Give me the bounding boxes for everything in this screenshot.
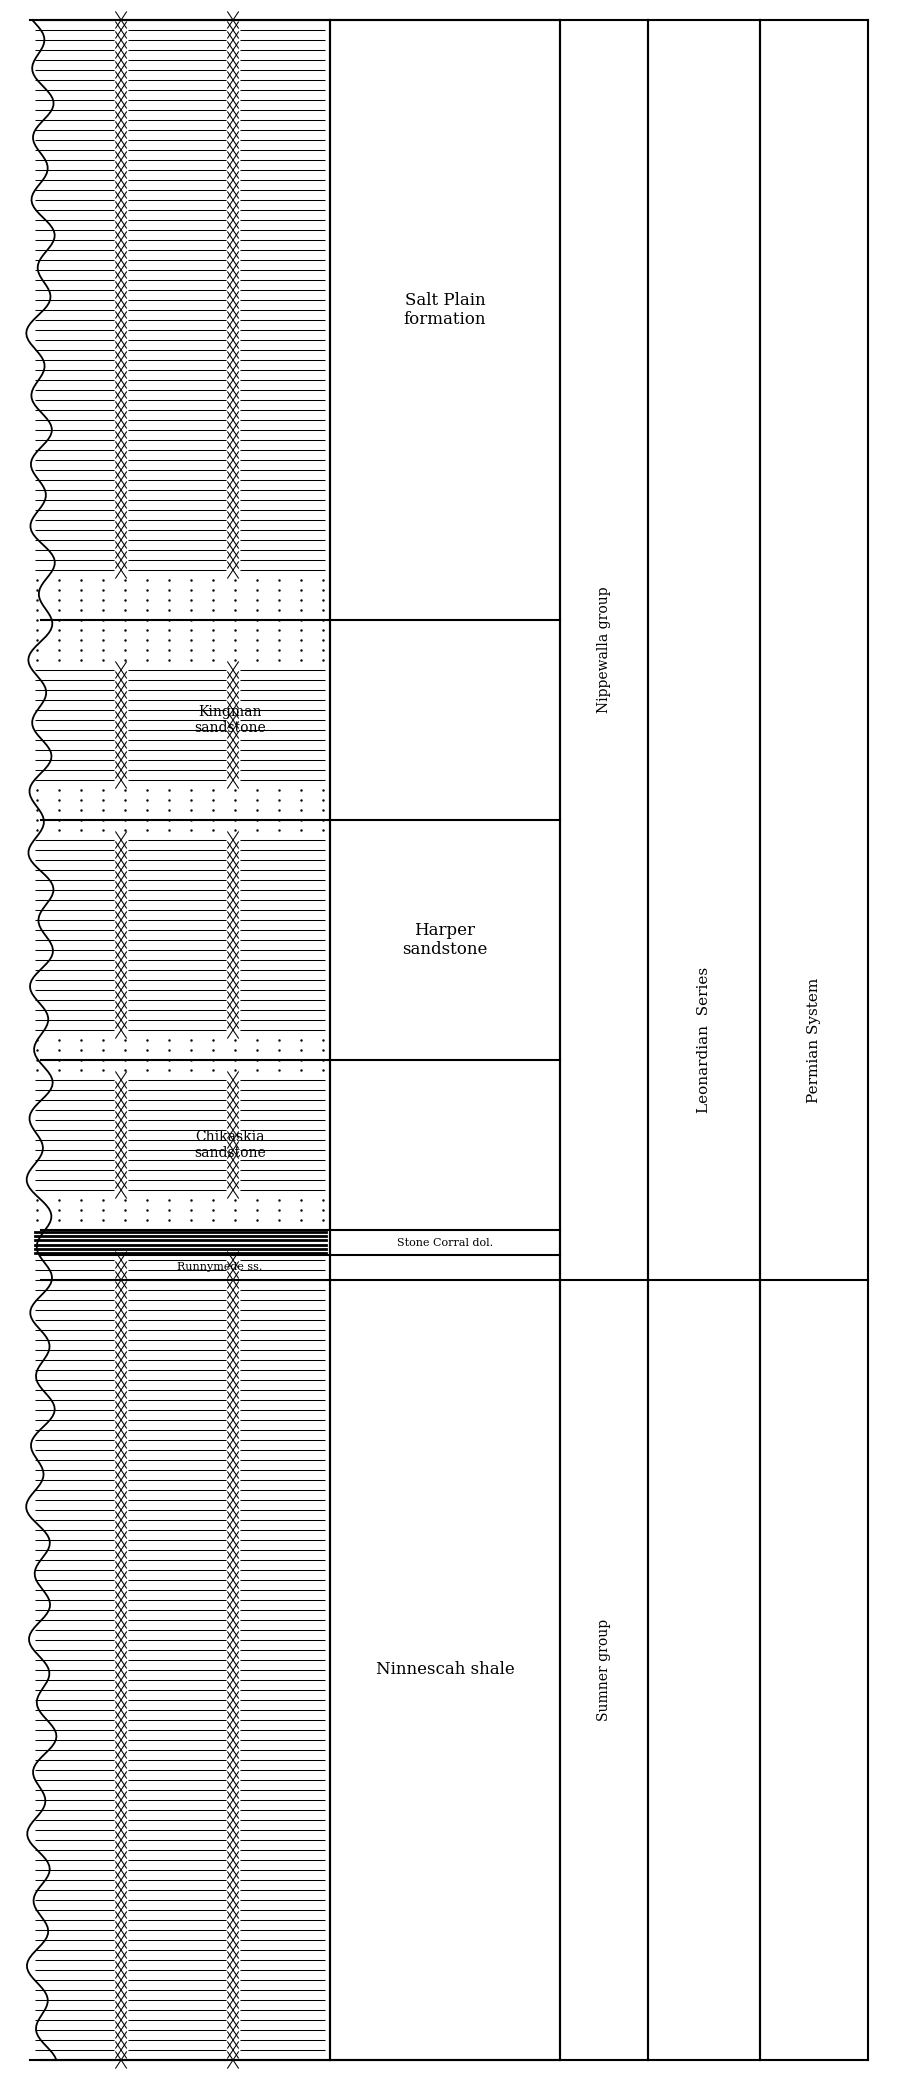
Text: Permian System: Permian System (807, 978, 821, 1102)
Text: Sumner group: Sumner group (597, 1618, 611, 1720)
Text: Stone Corral dol.: Stone Corral dol. (397, 1238, 493, 1248)
Text: Runnymede ss.: Runnymede ss. (177, 1263, 263, 1273)
Text: Nippewalla group: Nippewalla group (597, 587, 611, 713)
Text: Kingman
sandstone: Kingman sandstone (194, 705, 266, 734)
Text: Salt Plain
formation: Salt Plain formation (404, 291, 486, 329)
Text: Chikaskia
sandstone: Chikaskia sandstone (194, 1129, 266, 1161)
Text: Harper
sandstone: Harper sandstone (402, 921, 488, 959)
Text: Ninnescah shale: Ninnescah shale (375, 1662, 515, 1679)
Text: Leonardian  Series: Leonardian Series (697, 967, 711, 1113)
